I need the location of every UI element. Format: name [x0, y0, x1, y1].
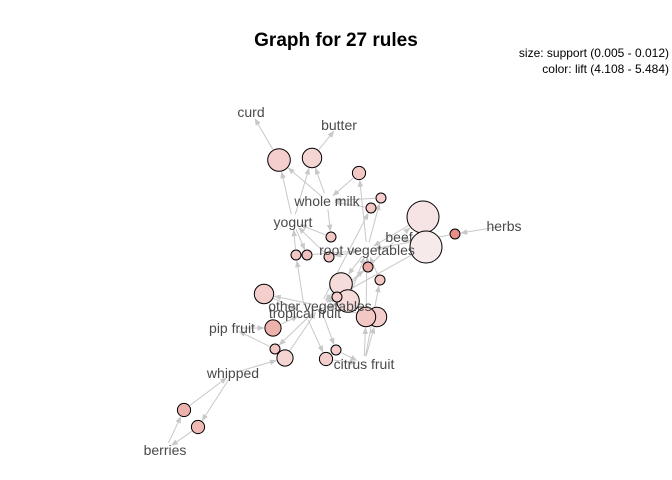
item-label-root-vegetables: root vegetables — [319, 242, 415, 258]
edge-r25-to-citrus_fruit — [341, 352, 358, 361]
item-label-yogurt: yogurt — [274, 214, 313, 230]
rule-node-r2 — [301, 147, 323, 169]
rule-node-r13 — [362, 261, 374, 273]
edge-r22-to-pip_fruit — [238, 331, 270, 347]
legend-color-text: color: lift (4.108 - 5.484) — [542, 62, 669, 76]
rule-node-r1 — [267, 148, 291, 172]
edge-r6-to-root_vegetables — [373, 225, 409, 247]
edge-other_vegetables-to-r22 — [278, 311, 315, 346]
item-label-herbs: herbs — [486, 218, 521, 234]
rule-node-r11 — [301, 249, 313, 261]
edge-citrus_fruit-to-r19 — [365, 326, 376, 357]
item-labels-layer: curd butter whole milk yogurt beef herbs root … — [144, 104, 522, 458]
edge-root_vegetables-to-r12 — [334, 250, 360, 258]
rule-node-r21 — [264, 319, 282, 337]
rule-node-r8 — [449, 228, 461, 240]
edge-whole_milk-to-r2 — [314, 167, 325, 194]
rule-node-r27 — [190, 419, 206, 435]
legend: size: support (0.005 - 0.012) color: lif… — [519, 46, 669, 76]
edge-root_vegetables-to-r3 — [357, 179, 367, 243]
edge-r2-to-butter — [318, 130, 335, 151]
legend-size-text: size: support (0.005 - 0.012) — [519, 46, 669, 60]
edge-citrus_fruit-to-r20 — [362, 327, 369, 357]
edge-whole_milk-to-r9 — [326, 208, 333, 232]
item-label-berries: berries — [144, 442, 187, 458]
rule-node-r23 — [318, 351, 334, 367]
edge-r12-to-yogurt — [298, 227, 326, 254]
rule-node-r12 — [323, 251, 335, 263]
graph-title: Graph for 27 rules — [254, 30, 418, 51]
rule-node-r26 — [176, 402, 192, 418]
edge-r21-to-tropical_fruit — [281, 315, 299, 325]
rule-node-r24 — [276, 349, 294, 367]
rule-node-r4 — [375, 192, 387, 204]
edge-beef-to-r6 — [403, 227, 411, 235]
rule-node-r3 — [351, 165, 367, 181]
edge-whipped-to-r27 — [201, 379, 230, 422]
item-label-curd: curd — [237, 104, 264, 120]
edge-r17-to-other_vegetables — [326, 296, 334, 303]
item-label-citrus-fruit: citrus fruit — [334, 356, 395, 372]
item-label-other-vegetables: other vegetables — [268, 298, 372, 314]
edge-whipped-to-r24 — [240, 359, 277, 372]
edge-r18-to-tropical_fruit — [273, 298, 299, 311]
item-label-whipped: whipped — [206, 365, 259, 381]
rule-node-r7 — [409, 230, 443, 264]
edge-root_vegetables-to-r15 — [348, 256, 363, 275]
edge-tropical_fruit-to-r16 — [312, 303, 337, 312]
edge-r23-to-citrus_fruit — [333, 359, 357, 365]
edge-r9-to-yogurt — [299, 224, 326, 236]
edge-r5-to-whole_milk — [334, 200, 366, 208]
edge-r24-to-other_vegetables — [289, 312, 316, 351]
rule-node-r5 — [365, 202, 377, 214]
rule-node-r9 — [325, 231, 337, 243]
edge-r26-to-whipped — [189, 377, 228, 406]
edge-r27-to-berries — [171, 430, 193, 446]
item-label-butter: butter — [321, 117, 357, 133]
item-label-pip-fruit: pip fruit — [209, 320, 255, 336]
item-label-beef: beef — [385, 229, 412, 245]
edge-berries-to-r26 — [167, 416, 182, 444]
edge-r1-to-curd — [254, 118, 274, 150]
edge-r14-to-root_vegetables — [369, 256, 379, 275]
edge-r10-to-yogurt — [291, 229, 298, 250]
edge-r16-to-root_vegetables — [351, 256, 365, 290]
edge-herbs-to-r8 — [460, 226, 497, 235]
edge-other_vegetables-to-r25 — [322, 313, 335, 346]
item-label-whole-milk: whole milk — [293, 193, 360, 209]
item-label-tropical-fruit: tropical fruit — [269, 305, 341, 321]
rule-node-r18 — [253, 283, 275, 305]
edge-yogurt-to-r2 — [294, 167, 310, 215]
edge-r4-to-whole_milk — [334, 197, 376, 204]
rule-node-r22 — [269, 343, 281, 355]
rule-node-r17 — [331, 291, 343, 303]
edge-tropical_fruit-to-r10 — [295, 260, 305, 306]
rules-layer — [176, 147, 461, 435]
rule-node-r20 — [355, 306, 377, 328]
rule-node-r10 — [290, 249, 302, 261]
edge-r3-to-whole_milk — [332, 177, 354, 197]
edge-root_vegetables-to-r4 — [368, 203, 381, 243]
edge-other_vegetables-to-r18 — [273, 294, 313, 305]
edge-yogurt-to-r1 — [280, 171, 292, 215]
rule-node-r25 — [330, 344, 342, 356]
rule-node-r14 — [374, 274, 386, 286]
edge-beef-to-r7 — [403, 236, 411, 242]
edge-tropical_fruit-to-r23 — [307, 320, 324, 353]
edge-yogurt-to-r11 — [295, 229, 306, 251]
